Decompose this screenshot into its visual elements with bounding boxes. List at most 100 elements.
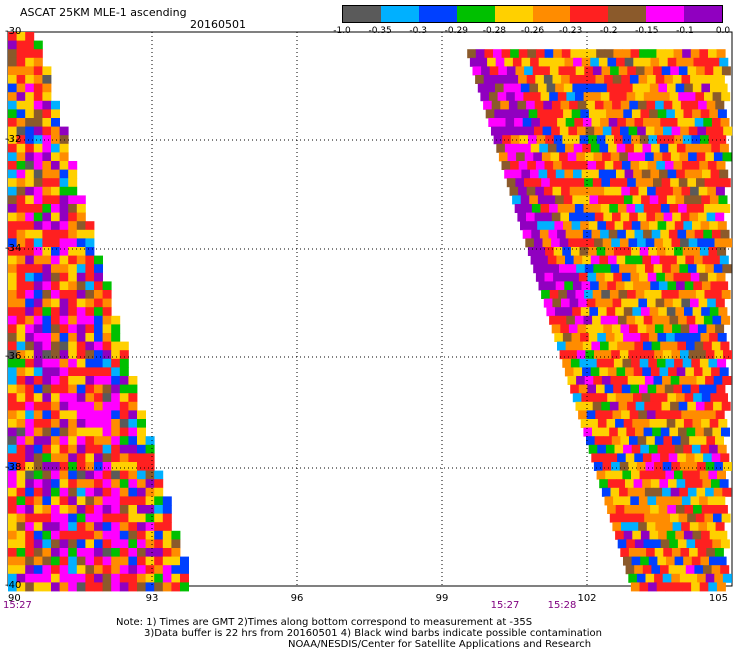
- swath-cell: [492, 75, 502, 84]
- swath-cell: [599, 453, 609, 463]
- swath-cell: [8, 487, 17, 497]
- swath-cell: [119, 582, 129, 592]
- swath-cell: [697, 548, 707, 557]
- swath-cell: [718, 83, 728, 93]
- swath-cell: [42, 453, 52, 463]
- swath-cell: [42, 152, 52, 162]
- swath-cell: [641, 307, 650, 317]
- swath-cell: [618, 290, 628, 299]
- swath-cell: [659, 367, 669, 377]
- swath-cell: [573, 57, 583, 67]
- swath-cell: [675, 505, 685, 514]
- swath-cell: [111, 333, 121, 342]
- swath-cell: [76, 470, 86, 480]
- swath-cell: [154, 513, 164, 523]
- swath-cell: [33, 530, 43, 540]
- swath-cell: [137, 427, 146, 437]
- swath-cell: [33, 522, 43, 532]
- swath-cell: [51, 152, 60, 162]
- swath-cell: [608, 341, 618, 351]
- swath-cell: [719, 169, 729, 179]
- swath-cell: [670, 487, 680, 497]
- swath-cell: [700, 556, 710, 566]
- swath-cell: [618, 178, 628, 188]
- swath-cell: [569, 75, 579, 84]
- swath-cell: [666, 221, 676, 231]
- swath-cell: [723, 350, 732, 360]
- swath-cell: [699, 582, 709, 592]
- swath-cell: [25, 255, 35, 265]
- swath-cell: [8, 161, 17, 170]
- swath-cell: [698, 298, 708, 308]
- swath-cell: [643, 427, 653, 437]
- swath-cell: [8, 513, 17, 523]
- swath-cell: [537, 221, 547, 231]
- swath-cell: [594, 126, 604, 136]
- swath-cell: [510, 135, 520, 145]
- swath-cell: [629, 298, 639, 308]
- swath-cell: [505, 118, 515, 127]
- swath-cell: [685, 367, 695, 377]
- swath-cell: [33, 350, 43, 360]
- swath-cell: [509, 186, 519, 196]
- swath-cell: [59, 548, 69, 557]
- swath-cell: [518, 49, 528, 59]
- swath-cell: [583, 315, 593, 325]
- swath-cell: [8, 281, 17, 291]
- swath-cell: [137, 419, 146, 428]
- swath-cell: [565, 118, 575, 127]
- swath-cell: [51, 135, 60, 145]
- swath-cell: [493, 135, 503, 145]
- swath-cell: [604, 272, 614, 282]
- swath-cell: [619, 487, 629, 497]
- swath-cell: [128, 530, 138, 540]
- swath-cell: [685, 143, 695, 153]
- swath-cell: [572, 393, 582, 403]
- swath-cell: [700, 444, 710, 454]
- swath-cell: [59, 522, 69, 532]
- swath-cell: [16, 186, 26, 196]
- swath-cell: [85, 530, 95, 540]
- swath-cell: [529, 83, 539, 93]
- swath-cell: [662, 264, 672, 274]
- swath-cell: [663, 100, 673, 110]
- swath-cell: [119, 548, 129, 557]
- swath-cell: [691, 247, 701, 256]
- swath-cell: [617, 427, 627, 437]
- swath-cell: [586, 100, 596, 110]
- swath-cell: [702, 255, 712, 265]
- swath-cell: [594, 350, 603, 360]
- swath-cell: [94, 496, 103, 506]
- swath-cell: [16, 255, 26, 265]
- swath-cell: [501, 161, 511, 170]
- swath-cell: [42, 126, 52, 136]
- swath-cell: [51, 427, 60, 437]
- swath-cell: [111, 401, 121, 411]
- swath-cell: [162, 505, 172, 514]
- swath-cell: [609, 513, 619, 523]
- swath-cell: [670, 264, 680, 274]
- swath-cell: [678, 204, 688, 213]
- swath-cell: [640, 109, 650, 119]
- swath-cell: [543, 298, 553, 308]
- swath-cell: [51, 247, 60, 256]
- swath-cell: [579, 247, 589, 256]
- swath-cell: [8, 109, 17, 119]
- swath-cell: [714, 573, 724, 583]
- swath-cell: [51, 393, 60, 403]
- swath-cell: [33, 513, 43, 523]
- swath-cell: [613, 247, 623, 256]
- swath-cell: [25, 204, 35, 213]
- swath-cell: [145, 565, 155, 575]
- swath-cell: [59, 573, 69, 583]
- swath-cell: [94, 350, 103, 360]
- swath-cell: [692, 530, 702, 540]
- swath-cell: [538, 281, 548, 291]
- swath-cell: [16, 212, 26, 222]
- swath-cell: [615, 530, 625, 540]
- swath-cell: [610, 264, 620, 274]
- swath-cell: [575, 66, 585, 76]
- swath-cell: [51, 565, 60, 575]
- swath-cell: [33, 221, 43, 231]
- swath-cell: [624, 169, 634, 179]
